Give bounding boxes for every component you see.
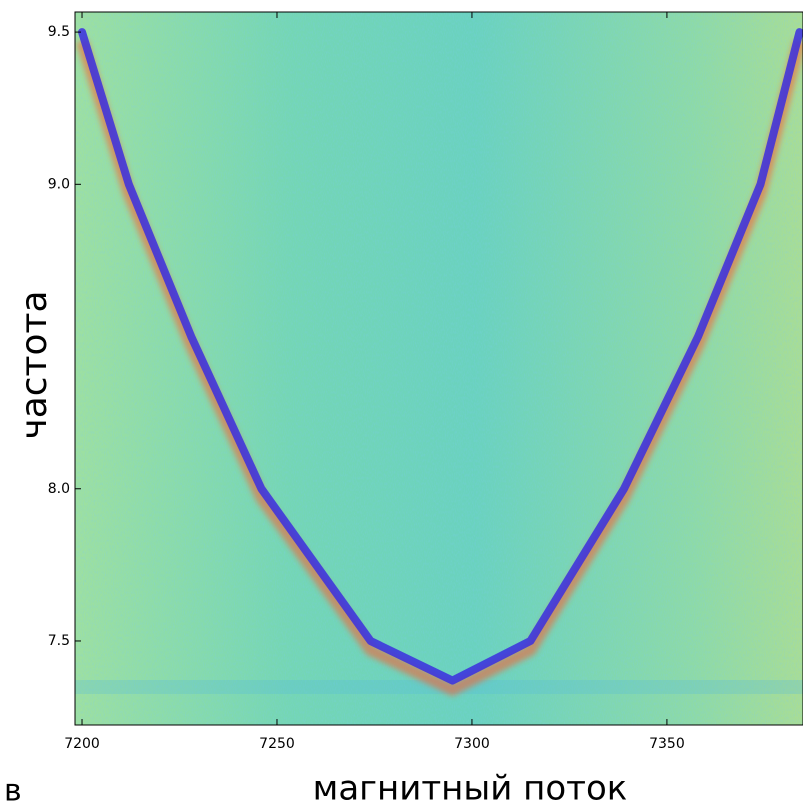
y-tick-label: 8.0 bbox=[48, 481, 70, 497]
x-tick-label: 7200 bbox=[64, 736, 100, 752]
y-axis-label: частота bbox=[14, 290, 55, 439]
plot-frame bbox=[74, 11, 803, 726]
y-tick-label: 7.5 bbox=[48, 633, 70, 649]
x-tick-label: 7300 bbox=[454, 736, 490, 752]
noise bbox=[75, 12, 803, 725]
y-tick-label: 9.0 bbox=[48, 176, 70, 192]
y-tick-label: 9.5 bbox=[48, 24, 70, 40]
x-tick-label: 7350 bbox=[649, 736, 685, 752]
x-tick-label: 7250 bbox=[259, 736, 295, 752]
x-axis-label: магнитный поток bbox=[313, 769, 628, 809]
plot-area bbox=[75, 12, 803, 725]
corner-text: в bbox=[4, 774, 22, 809]
resonance-line bbox=[78, 28, 803, 685]
